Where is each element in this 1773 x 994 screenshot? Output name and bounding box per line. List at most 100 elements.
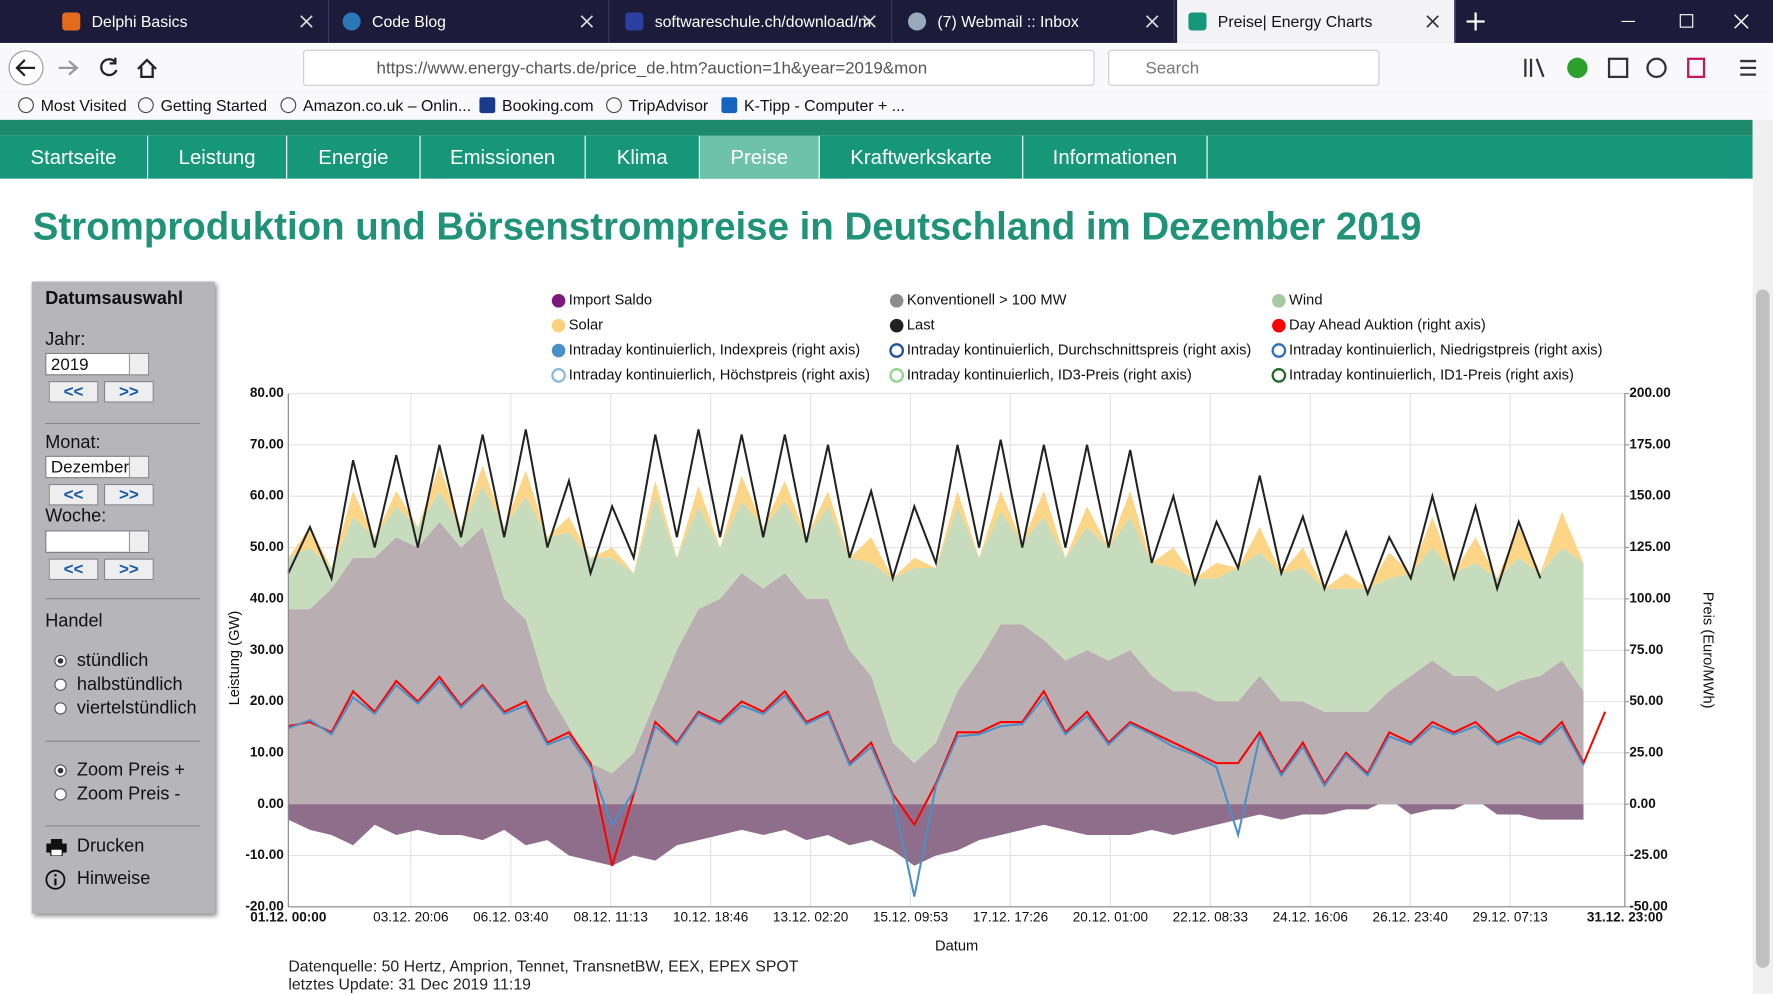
prev-button[interactable]: << bbox=[48, 381, 99, 403]
x-tick-label: 10.12. 18:46 bbox=[673, 910, 748, 925]
y2-tick-label: 25.00 bbox=[1629, 744, 1663, 759]
label: Jahr: bbox=[45, 330, 86, 350]
divider bbox=[45, 422, 201, 425]
tab[interactable]: (7) Webmail :: Inbox bbox=[897, 0, 1175, 43]
legend-marker bbox=[1272, 318, 1286, 333]
y-tick-label: 50.00 bbox=[250, 539, 284, 554]
y2-tick-label: 0.00 bbox=[1629, 796, 1655, 811]
info-icon bbox=[45, 869, 66, 890]
x-tick-label: 29.12. 07:13 bbox=[1472, 910, 1547, 925]
tab-title: (7) Webmail :: Inbox bbox=[937, 12, 1079, 31]
bookmark-label: Most Visited bbox=[40, 96, 127, 115]
x-axis-title: Datum bbox=[935, 938, 978, 954]
radio[interactable] bbox=[54, 654, 67, 668]
tab-title: Delphi Basics bbox=[91, 12, 188, 31]
bookmark[interactable]: Most Visited bbox=[18, 96, 127, 114]
legend-label: Intraday kontinuierlich, Durchschnittspr… bbox=[907, 342, 1251, 358]
nav-item[interactable]: Emissionen bbox=[421, 135, 586, 179]
x-tick-label: 13.12. 02:20 bbox=[773, 910, 848, 925]
update-note: letztes Update: 31 Dec 2019 11:19 bbox=[288, 974, 531, 993]
nav-item[interactable]: Startseite bbox=[0, 135, 149, 179]
site-nav: Startseite Leistung Energie Emissionen Klima… bbox=[0, 135, 1753, 179]
radio[interactable] bbox=[54, 702, 67, 715]
source-note: Datenquelle: 50 Hertz, Amprion, Tennet, … bbox=[288, 956, 799, 975]
tab[interactable]: softwareschule.ch/download/m bbox=[614, 0, 893, 43]
search-box[interactable]: Search bbox=[1108, 49, 1380, 86]
nav-item[interactable]: Leistung bbox=[148, 135, 288, 179]
x-tick-label: 17.12. 17:26 bbox=[973, 910, 1048, 925]
nav-item[interactable]: Klima bbox=[586, 135, 700, 179]
select-value: 2019 bbox=[50, 355, 89, 375]
y-tick-label: 70.00 bbox=[250, 436, 284, 451]
print-icon bbox=[46, 839, 67, 856]
next-button[interactable]: >> bbox=[104, 558, 154, 581]
radio-label: Zoom Preis - bbox=[76, 784, 181, 804]
legend-label: Import Saldo bbox=[569, 293, 652, 309]
nav-bar: https://www.energy-charts.de/price_de.ht… bbox=[0, 42, 1773, 94]
nav-buttons[interactable] bbox=[7, 47, 290, 88]
footer: Datenquelle: 50 Hertz, Amprion, Tennet, … bbox=[288, 957, 798, 993]
y-axis-title: Leistung (GW) bbox=[227, 611, 243, 706]
label: Woche: bbox=[45, 506, 107, 526]
bookmark[interactable]: Amazon.co.uk – Onlin... bbox=[280, 96, 471, 114]
bookmark-label: Booking.com bbox=[502, 96, 594, 115]
y2-tick-label: 100.00 bbox=[1629, 590, 1670, 605]
line bbox=[287, 679, 1585, 897]
legend-marker bbox=[889, 343, 905, 358]
label: Handel bbox=[45, 611, 103, 631]
next-button[interactable]: >> bbox=[104, 483, 154, 506]
divider bbox=[45, 740, 201, 742]
x-tick-label: 01.12. 00:00 bbox=[250, 910, 326, 925]
url-bar[interactable]: https://www.energy-charts.de/price_de.ht… bbox=[303, 49, 1095, 86]
bookmark[interactable]: K-Tipp - Computer + ... bbox=[721, 96, 905, 114]
y-tick-label: 80.00 bbox=[250, 385, 284, 400]
bookmarks-bar: Most Visited Getting Started Amazon.co.u… bbox=[0, 92, 1773, 120]
toolbar-icons[interactable] bbox=[1521, 52, 1758, 84]
prev-button[interactable]: << bbox=[48, 558, 99, 581]
tab-bar: Delphi Basics Code Blog softwareschule.c… bbox=[0, 0, 1773, 43]
y-tick-label: -10.00 bbox=[245, 847, 283, 862]
legend-marker bbox=[551, 293, 566, 308]
nav-item[interactable]: Informationen bbox=[1023, 135, 1208, 179]
nav-item[interactable]: Kraftwerkskarte bbox=[820, 135, 1024, 179]
legend-marker bbox=[1272, 293, 1286, 308]
tab[interactable]: Delphi Basics bbox=[51, 0, 330, 43]
label: Monat: bbox=[45, 433, 101, 453]
y-tick-label: 30.00 bbox=[250, 642, 284, 657]
legend-label: Day Ahead Auktion (right axis) bbox=[1289, 318, 1486, 334]
radio-label: Zoom Preis + bbox=[76, 760, 185, 781]
radio[interactable] bbox=[54, 764, 67, 777]
nav-item[interactable]: Preise bbox=[699, 135, 820, 179]
y-tick-label: -20.00 bbox=[245, 898, 283, 913]
y2-tick-label: 75.00 bbox=[1629, 642, 1663, 657]
prev-button[interactable]: << bbox=[48, 483, 99, 506]
print-link[interactable]: Drucken bbox=[76, 836, 145, 856]
legend-marker bbox=[1271, 368, 1287, 383]
y-tick-label: 20.00 bbox=[250, 693, 284, 708]
next-button[interactable]: >> bbox=[104, 381, 154, 403]
legend-marker bbox=[1271, 343, 1287, 358]
sidebar-heading: Datumsauswahl bbox=[45, 289, 183, 309]
new-tab[interactable] bbox=[1465, 11, 1485, 31]
bookmark[interactable]: Getting Started bbox=[137, 96, 267, 114]
week-select[interactable] bbox=[45, 530, 150, 553]
bookmark[interactable]: Booking.com bbox=[479, 96, 594, 115]
window-controls[interactable] bbox=[1617, 11, 1764, 31]
radio[interactable] bbox=[54, 678, 67, 691]
legend-marker bbox=[889, 368, 905, 383]
tab[interactable]: Code Blog bbox=[331, 0, 610, 43]
y2-tick-label: 50.00 bbox=[1629, 693, 1663, 708]
scrollbar[interactable] bbox=[1752, 119, 1773, 994]
x-tick-label: 08.12. 11:13 bbox=[574, 910, 648, 925]
year-select[interactable]: 2019 bbox=[45, 352, 150, 376]
radio[interactable] bbox=[54, 788, 67, 801]
tab-active[interactable]: Preise| Energy Charts bbox=[1177, 0, 1456, 43]
nav-item[interactable]: Energie bbox=[287, 135, 421, 179]
area bbox=[288, 799, 1584, 866]
search-placeholder: Search bbox=[1145, 58, 1200, 79]
hints-link[interactable]: Hinweise bbox=[76, 869, 151, 889]
chart: Leistung (GW) Preis (Euro/MWh) Datum -20… bbox=[227, 293, 1715, 955]
month-select[interactable]: Dezember bbox=[45, 455, 150, 479]
bookmark-label: Amazon.co.uk – Onlin... bbox=[303, 96, 472, 115]
bookmark[interactable]: TripAdvisor bbox=[606, 96, 708, 114]
